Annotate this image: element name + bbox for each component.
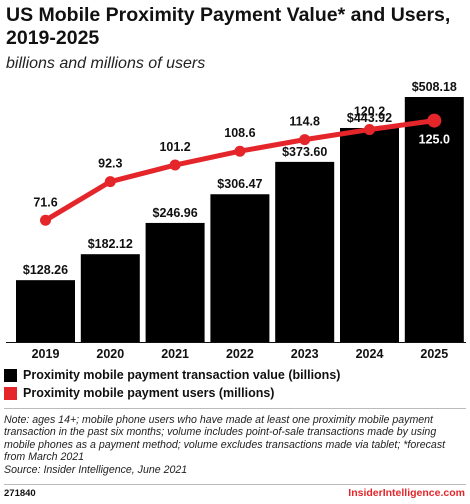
- x-tick-2023: 2023: [291, 347, 319, 361]
- line-point-2022: [234, 145, 246, 157]
- note-text: Note: ages 14+; mobile phone users who h…: [4, 414, 446, 464]
- divider-bottom: [4, 484, 466, 485]
- legend: Proximity mobile payment transaction val…: [4, 366, 464, 402]
- line-point-2025: [427, 113, 442, 128]
- divider-top: [4, 408, 466, 409]
- legend-item-bars: Proximity mobile payment transaction val…: [4, 366, 464, 384]
- bar-label-2022: $306.47: [217, 177, 262, 191]
- line-label-2020: 92.3: [98, 157, 122, 171]
- x-tick-2021: 2021: [161, 347, 189, 361]
- bar-label-2020: $182.12: [88, 237, 133, 251]
- chart-id: 271840: [4, 488, 36, 499]
- line-label-2019: 71.6: [33, 195, 57, 209]
- line-label-2024: 120.2: [354, 105, 385, 119]
- legend-item-line: Proximity mobile payment users (millions…: [4, 384, 464, 402]
- bar-2024: [340, 127, 399, 342]
- line-point-2019: [40, 214, 51, 226]
- legend-swatch-line: [4, 386, 17, 400]
- chart-notes: Note: ages 14+; mobile phone users who h…: [4, 414, 466, 476]
- x-axis: 2019 2020 2021 2022 2023 2024 2025: [6, 342, 466, 361]
- bar-label-2025: $508.18: [412, 80, 457, 94]
- bar-2023: [275, 161, 335, 342]
- bar-label-2024: $443.92: [347, 111, 392, 125]
- line-point-2023: [299, 134, 311, 146]
- line-label-2023: 114.8: [289, 115, 320, 129]
- x-tick-2020: 2020: [96, 347, 124, 361]
- legend-swatch-bars: [4, 368, 17, 382]
- bar-2019: [16, 280, 75, 342]
- source-text: Source: Insider Intelligence, June 2021: [4, 463, 188, 476]
- line-point-2024: [364, 124, 375, 136]
- legend-label-bars: Proximity mobile payment transaction val…: [23, 368, 341, 382]
- chart-svg: $128.26 $182.12 $246.96 $306.47 $373.60 $443.…: [6, 80, 466, 361]
- line-label-2022: 108.6: [224, 126, 255, 140]
- bar-2021: [145, 222, 205, 342]
- x-tick-2025: 2025: [420, 347, 448, 361]
- line-point-2021: [169, 159, 181, 171]
- line-point-2020: [104, 176, 116, 188]
- bar-label-2021: $246.96: [153, 206, 198, 220]
- line-label-2021: 101.2: [159, 140, 190, 154]
- x-tick-2019: 2019: [32, 347, 60, 361]
- bar-2025: [404, 97, 464, 342]
- line-layer: 71.6 92.3 101.2 108.6 114.8 120.2 125.0: [33, 105, 450, 226]
- brand-link[interactable]: InsiderIntelligence.com: [348, 487, 465, 499]
- bar-label-2023: $373.60: [282, 145, 327, 159]
- legend-label-line: Proximity mobile payment users (millions…: [23, 386, 275, 400]
- x-tick-2022: 2022: [226, 347, 254, 361]
- x-tick-2024: 2024: [356, 347, 384, 361]
- chart-subtitle: billions and millions of users: [6, 55, 206, 72]
- bar-2022: [210, 194, 270, 342]
- bar-label-2019: $128.26: [23, 263, 68, 277]
- bar-2020: [80, 254, 140, 342]
- line-label-2025: 125.0: [419, 133, 450, 147]
- chart-title: US Mobile Proximity Payment Value* and U…: [6, 4, 451, 49]
- bars-layer: $128.26 $182.12 $246.96 $306.47 $373.60 $443.…: [16, 80, 464, 342]
